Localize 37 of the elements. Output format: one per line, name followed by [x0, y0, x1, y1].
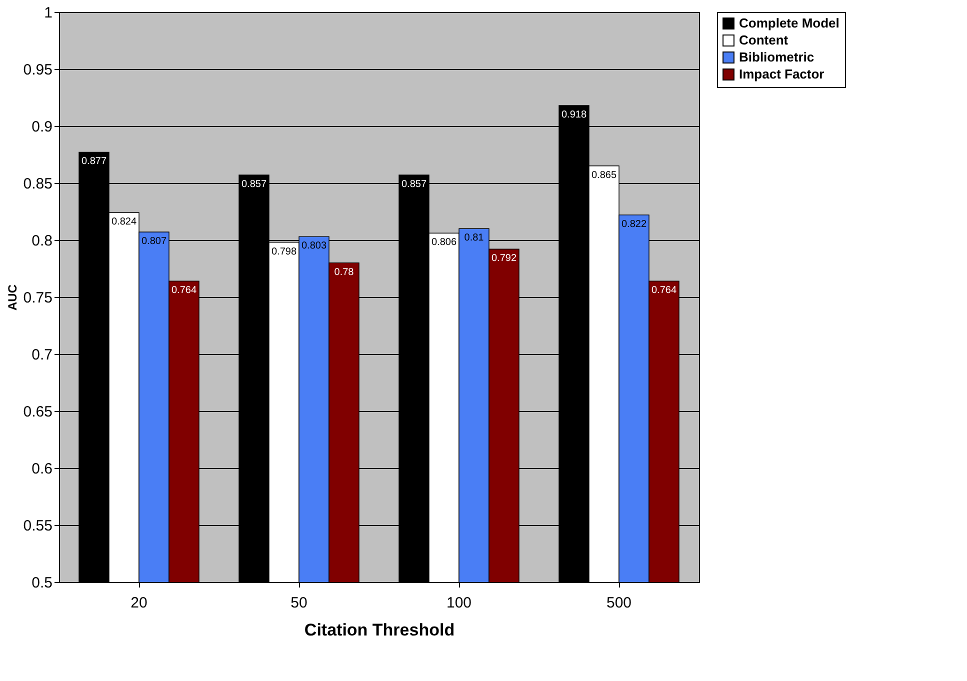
x-axis-title: Citation Threshold: [304, 620, 455, 640]
data-label: 0.865: [591, 170, 617, 181]
x-tick-label: 100: [446, 594, 472, 612]
y-tick-label: 0.6: [32, 460, 52, 478]
y-tick-label: 0.55: [23, 518, 52, 534]
data-label: 0.822: [621, 218, 647, 230]
y-tick-label: 1: [44, 4, 52, 22]
legend-label: Bibliometric: [739, 50, 814, 64]
y-tick-label: 0.85: [23, 176, 52, 192]
y-tick-label: 0.75: [23, 290, 52, 306]
data-label: 0.857: [401, 179, 427, 190]
data-label: 0.824: [111, 216, 137, 228]
y-tick-label: 0.8: [32, 232, 52, 250]
data-label: 0.78: [334, 266, 354, 278]
data-label: 0.792: [491, 253, 517, 264]
data-label: 0.807: [141, 236, 167, 248]
x-tick-label: 50: [290, 594, 308, 612]
legend-label: Content: [739, 32, 789, 48]
y-tick-label: 0.5: [32, 574, 52, 592]
legend-label: Impact Factor: [739, 66, 824, 82]
y-axis-title: AUC: [5, 284, 20, 310]
x-tick-label: 20: [130, 594, 148, 612]
data-label: 0.764: [651, 285, 677, 296]
data-label: 0.918: [561, 109, 587, 120]
y-tick-label: 0.65: [23, 404, 52, 420]
data-label: 0.798: [271, 246, 297, 258]
y-tick-label: 0.9: [32, 118, 52, 136]
data-label: 0.764: [171, 285, 197, 296]
y-tick-label: 0.95: [23, 62, 52, 78]
data-label: 0.877: [81, 156, 107, 168]
data-label: 0.806: [431, 237, 457, 248]
legend-label: Complete Model: [739, 16, 840, 30]
data-label: 0.857: [241, 179, 267, 190]
data-label: 0.803: [301, 240, 327, 252]
data-label: 0.81: [464, 232, 484, 244]
x-tick-label: 500: [606, 594, 632, 612]
y-tick-label: 0.7: [32, 346, 52, 364]
